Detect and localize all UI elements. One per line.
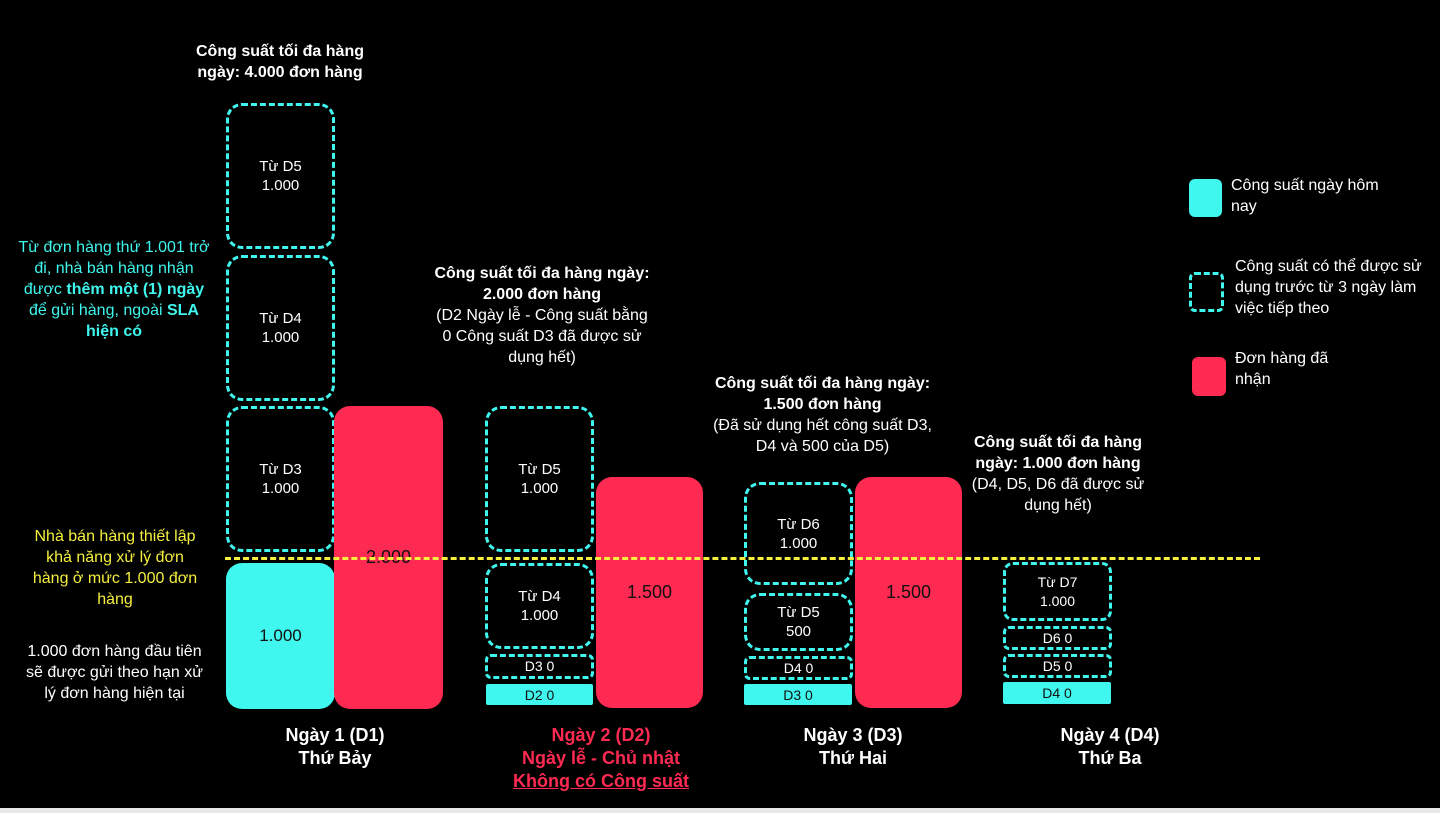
box-value: 1.000 [261, 177, 300, 194]
day2-box-d3-zero: D3 0 [485, 654, 594, 679]
day2-orders-bar: 1.500 [596, 477, 703, 708]
box-label: D4 0 [783, 659, 814, 676]
threshold-note: Nhà bán hàng thiết lập khả năng xử lý đơ… [32, 528, 198, 608]
box-label: Từ D4 [259, 310, 302, 327]
day1-name: Ngày 1 (D1) [285, 725, 385, 745]
day3-name: Ngày 3 (D3) [803, 725, 903, 745]
day3-box-from-d5: Từ D5 500 [744, 593, 853, 651]
capacity-threshold-line [225, 557, 1260, 560]
day3-title-bold: Công suất tối đa hàng ngày: 1.500 đơn hà… [714, 375, 931, 413]
day3-max-capacity-title: Công suất tối đa hàng ngày: 1.500 đơn hà… [710, 373, 935, 457]
box-label: D3 0 [524, 658, 555, 674]
box-label: Từ D5 [777, 604, 820, 621]
day2-label: Ngày 2 (D2) Ngày lễ - Chủ nhật Không có … [486, 724, 716, 793]
box-value: 1.000 [261, 480, 300, 497]
box-value: 500 [785, 623, 812, 640]
day4-label: Ngày 4 (D4) Thứ Ba [1015, 724, 1205, 770]
day2-box-from-d4: Từ D4 1.000 [485, 563, 594, 649]
legend-today-swatch [1189, 179, 1222, 217]
day2-weekday: Ngày lễ - Chủ nhật [521, 748, 680, 768]
box-label: Từ D5 [259, 158, 302, 175]
legend-future-swatch [1189, 272, 1224, 312]
day4-max-capacity-title: Công suất tối đa hàng ngày: 1.000 đơn hà… [963, 432, 1153, 516]
box-label: Từ D5 [518, 461, 561, 478]
extra-day-text-2: để gửi hàng, ngoài [29, 302, 167, 319]
first-orders-note: 1.000 đơn hàng đầu tiên sẽ được gửi theo… [26, 643, 203, 702]
legend-future-label: Công suất có thể được sử dụng trước từ 3… [1235, 258, 1422, 317]
day2-no-capacity: Không có Công suất [513, 771, 689, 791]
box-label: D5 0 [1042, 657, 1073, 674]
day4-weekday: Thứ Ba [1078, 748, 1142, 768]
day1-label: Ngày 1 (D1) Thứ Bảy [240, 724, 430, 770]
day3-weekday: Thứ Hai [818, 748, 888, 768]
day1-box-from-d3: Từ D3 1.000 [226, 406, 335, 552]
day3-note: (Đã sử dụng hết công suất D3, D4 và 500 … [713, 417, 932, 455]
bottom-strip [0, 808, 1440, 813]
day1-box-from-d5: Từ D5 1.000 [226, 103, 335, 249]
day3-label: Ngày 3 (D3) Thứ Hai [758, 724, 948, 770]
extra-day-text-1: Từ đơn hàng thứ 1.001 trở đi, nhà bán hà… [18, 239, 210, 298]
day4-note: (D4, D5, D6 đã được sử dụng hết) [971, 476, 1145, 514]
day3-capacity-today-bar: D3 0 [744, 684, 852, 705]
box-label: Từ D6 [777, 515, 820, 533]
box-label: Từ D7 [1037, 573, 1078, 590]
box-value: 1.000 [520, 480, 559, 497]
day1-weekday: Thứ Bảy [298, 748, 372, 768]
extra-day-note: Từ đơn hàng thứ 1.001 trở đi, nhà bán hà… [14, 237, 214, 342]
day4-box-d5-zero: D5 0 [1003, 654, 1112, 678]
day3-box-from-d6: Từ D6 1.000 [744, 482, 853, 585]
extra-day-bold-2: SLA hiện có [85, 302, 199, 340]
legend-today-label: Công suất ngày hôm nay [1231, 177, 1379, 215]
day1-capacity-today-bar: 1.000 [226, 563, 335, 709]
day2-title-bold: Công suất tối đa hàng ngày: 2.000 đơn hà… [434, 265, 650, 303]
day2-note: (D2 Ngày lễ - Công suất bằng 0 Công suất… [436, 307, 648, 366]
day4-box-d6-zero: D6 0 [1003, 626, 1112, 650]
extra-day-bold-1: thêm một (1) ngày [66, 281, 205, 298]
day3-orders-bar: 1.500 [855, 477, 962, 708]
box-value: 1.000 [1039, 592, 1076, 609]
box-label: Từ D3 [259, 461, 302, 478]
legend-orders-swatch [1192, 357, 1226, 396]
day3-box-d4-zero: D4 0 [744, 656, 853, 680]
day1-box-from-d4: Từ D4 1.000 [226, 255, 335, 401]
legend-orders-label: Đơn hàng đã nhận [1235, 350, 1329, 388]
day1-max-capacity-title: Công suất tối đa hàng ngày: 4.000 đơn hà… [196, 43, 364, 81]
box-value: 1.000 [520, 607, 559, 624]
box-label: D6 0 [1042, 629, 1073, 646]
box-label: Từ D4 [518, 588, 561, 605]
box-value: 1.000 [779, 534, 818, 552]
box-value: 1.000 [261, 329, 300, 346]
day2-max-capacity-title: Công suất tối đa hàng ngày: 2.000 đơn hà… [432, 263, 652, 368]
day4-capacity-today-bar: D4 0 [1003, 682, 1111, 704]
day2-box-from-d5: Từ D5 1.000 [485, 406, 594, 552]
day4-title-bold: Công suất tối đa hàng ngày: 1.000 đơn hà… [974, 434, 1142, 472]
day4-box-from-d7: Từ D7 1.000 [1003, 562, 1112, 621]
day4-name: Ngày 4 (D4) [1060, 725, 1160, 745]
day2-capacity-today-bar: D2 0 [486, 684, 593, 705]
day2-name: Ngày 2 (D2) [551, 725, 651, 745]
